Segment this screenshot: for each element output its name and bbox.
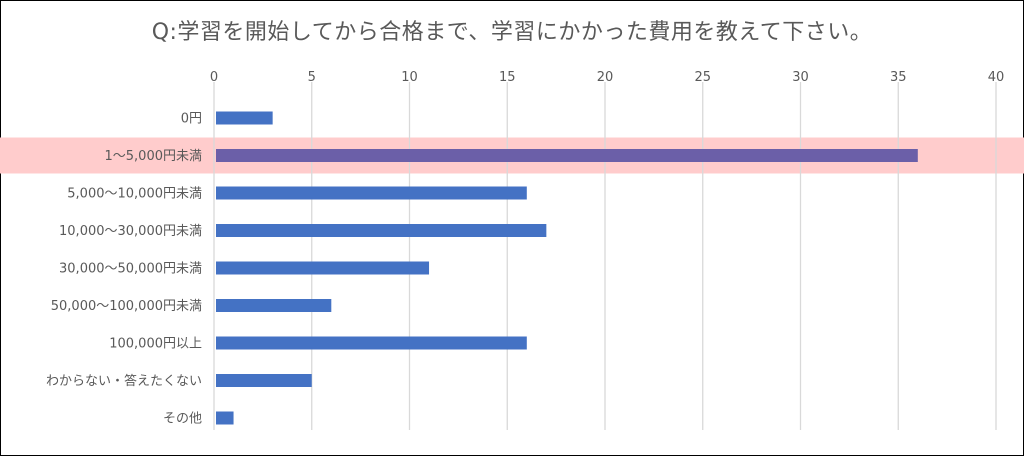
category-label: わからない・答えたくない (46, 373, 202, 389)
category-label: 50,000～100,000円未満 (51, 299, 202, 314)
bar (216, 149, 918, 162)
category-label: 1～5,000円未満 (105, 149, 203, 164)
bar (216, 224, 547, 237)
category-label: 30,000～50,000円未満 (59, 262, 202, 277)
x-tick-label: 10 (401, 70, 418, 85)
chart-title: Q:学習を開始してから合格まで、学習にかかった費用を教えて下さい。 (151, 20, 873, 45)
x-tick-label: 30 (792, 70, 809, 85)
category-label: 10,000～30,000円未満 (59, 224, 202, 239)
bar (216, 336, 527, 350)
bar (216, 374, 312, 387)
gridlines (213, 82, 997, 430)
bar (216, 299, 332, 312)
bars (216, 111, 918, 425)
x-tick-label: 0 (210, 70, 218, 85)
category-label: 0円 (181, 112, 202, 127)
x-tick-label: 35 (890, 70, 907, 85)
category-labels: 0円 1～5,000円未満 5,000～10,000円未満 10,000～30,000… (46, 112, 202, 427)
bar (216, 411, 234, 425)
x-tick-label: 15 (499, 70, 516, 85)
bar (216, 111, 273, 125)
category-label: 100,000円以上 (109, 337, 202, 352)
category-label: その他 (163, 412, 202, 427)
x-axis-ticks: 0 5 10 15 20 25 30 35 40 (210, 70, 1004, 85)
bar (216, 186, 527, 200)
x-tick-label: 25 (694, 70, 711, 85)
x-tick-label: 40 (988, 70, 1005, 85)
x-tick-label: 20 (597, 70, 614, 85)
x-tick-label: 5 (308, 70, 316, 85)
bar (216, 261, 430, 275)
category-label: 5,000～10,000円未満 (67, 187, 202, 202)
